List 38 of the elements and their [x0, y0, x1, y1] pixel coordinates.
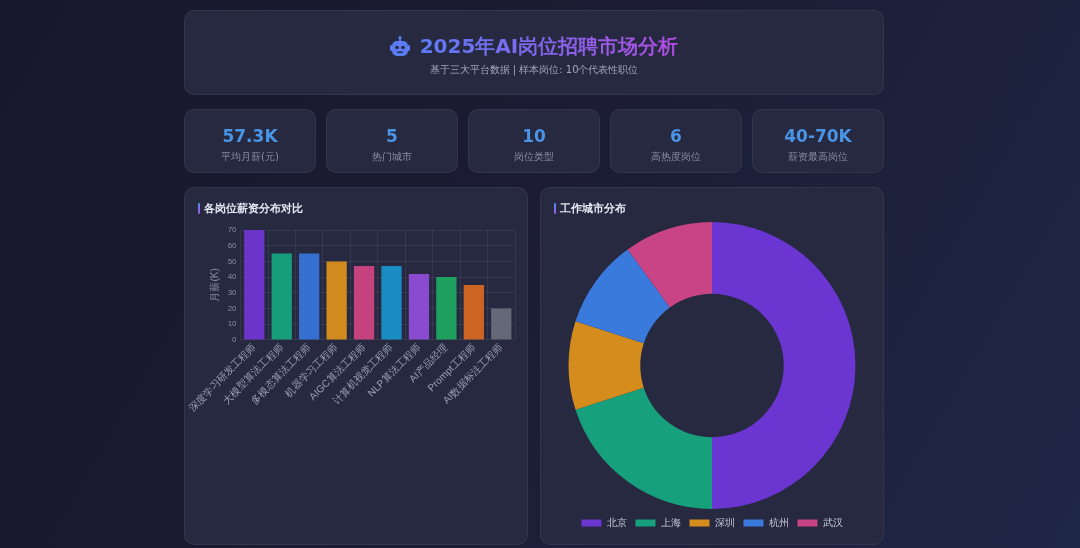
y-tick-label: 10: [227, 319, 238, 329]
bar: [353, 266, 375, 340]
bar: [299, 253, 320, 340]
y-tick-label: 20: [227, 303, 238, 313]
text: 高热度岗位: [650, 150, 702, 164]
text: 薪资最高岗位: [787, 150, 849, 164]
chart-title: 工作城市分布: [560, 201, 626, 216]
text: 基于三大平台数据 | 样本岗位: 10个代表性职位: [428, 63, 640, 77]
bar: [326, 261, 347, 340]
text: 10: [521, 126, 547, 146]
text: 岗位类型: [513, 150, 555, 164]
text: 热门城市: [371, 150, 413, 164]
text: 57.3K: [221, 126, 279, 146]
y-tick-label: 0: [232, 335, 238, 345]
text: 40-70K: [783, 126, 853, 146]
legend-label: 上海: [660, 516, 681, 528]
bar: [436, 277, 457, 340]
bar: [408, 273, 430, 340]
y-tick-label: 40: [227, 272, 238, 282]
bar: [271, 253, 292, 340]
chart-title: 各岗位薪资分布对比: [204, 201, 303, 216]
bar: [381, 266, 402, 340]
y-axis-title: 月薪(K): [209, 268, 221, 302]
y-tick-label: 60: [227, 240, 238, 250]
legend-label: 深圳: [714, 516, 735, 528]
y-tick-label: 30: [227, 287, 238, 297]
legend-label: 北京: [606, 516, 627, 528]
legend-label: 杭州: [767, 516, 789, 528]
text: 2025年AI岗位招聘市场分析: [419, 34, 679, 58]
bar: [491, 308, 512, 340]
text: 平均月薪(元): [220, 150, 280, 164]
text: 6: [669, 126, 683, 146]
bar: [463, 284, 484, 340]
text: 5: [385, 126, 399, 146]
legend-label: 武汉: [822, 516, 843, 528]
y-tick-label: 70: [227, 225, 238, 235]
y-tick-label: 50: [227, 256, 238, 266]
bar: [244, 230, 265, 340]
